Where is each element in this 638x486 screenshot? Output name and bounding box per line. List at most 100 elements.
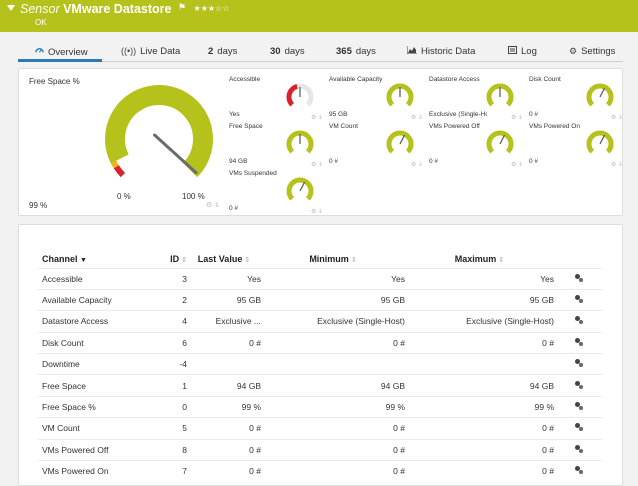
last-value: Exclusive ... xyxy=(187,310,261,333)
channel-settings-icon[interactable] xyxy=(574,380,583,389)
tab-30-days-num: 30 xyxy=(270,46,281,57)
col-last-value[interactable]: Last Value ⇕ xyxy=(187,251,261,268)
table-row[interactable]: VMs Powered Off 8 0 #0 #0 # xyxy=(37,438,603,461)
gauge-vms-powered-off[interactable]: VMs Powered Off 0 # ⚙ ⇓ xyxy=(429,123,529,169)
channel-name: Disk Count xyxy=(37,331,159,354)
last-value: 0 # xyxy=(187,438,261,461)
big-gauge-title: Free Space % xyxy=(29,77,80,86)
last-value: 95 GB xyxy=(187,288,261,311)
gauge-accessible[interactable]: Accessible Yes ⚙ ⇓ xyxy=(229,76,329,122)
sort-icon: ⇕ xyxy=(181,257,187,265)
gauge-free-space[interactable]: Free Space 94 GB ⚙ ⇓ xyxy=(229,123,329,169)
col-minimum[interactable]: Minimum ⇕ xyxy=(261,251,405,268)
channel-name: Downtime xyxy=(37,353,159,375)
big-gauge-settings-icon[interactable]: ⚙ ⇓ xyxy=(206,202,221,209)
tab-log[interactable]: Log xyxy=(508,46,537,57)
gauge-vms-powered-on[interactable]: VMs Powered On 0 # ⚙ ⇓ xyxy=(529,123,629,169)
table-row[interactable]: Free Space % 0 99 % 99 % 99 % xyxy=(37,395,603,418)
gauge-value: 0 # xyxy=(529,111,539,118)
channel-settings-icon[interactable] xyxy=(574,273,583,282)
big-gauge xyxy=(105,85,213,178)
channel-name: Available Capacity xyxy=(37,288,159,311)
priority-stars[interactable]: ★★★☆☆ xyxy=(193,4,230,13)
tab-settings[interactable]: ⚙ Settings xyxy=(569,46,615,57)
channel-settings-icon[interactable] xyxy=(574,337,583,346)
channel-settings-icon[interactable] xyxy=(574,316,583,325)
channel-id: 5 xyxy=(159,417,187,440)
big-gauge-min: 0 % xyxy=(117,192,131,201)
col-maximum[interactable]: Maximum ⇕ xyxy=(405,251,554,268)
mini-gauge-band xyxy=(286,83,299,107)
mini-gauge-dial xyxy=(486,83,514,107)
table-row[interactable]: Disk Count 6 0 #0 #0 # xyxy=(37,331,603,354)
channel-id: 1 xyxy=(159,374,187,397)
tab-overview[interactable]: Overview xyxy=(35,46,88,58)
gauge-settings-icon[interactable]: ⚙ ⇓ xyxy=(611,162,624,168)
table-row[interactable]: Free Space 1 94 GB 94 GB 94 GB xyxy=(37,374,603,397)
channel-settings-icon[interactable] xyxy=(574,295,583,304)
gauge-name: Accessible xyxy=(229,76,261,83)
settings-icon: ⚙ xyxy=(569,46,578,56)
tab-365-days-label: days xyxy=(355,46,376,57)
table-row[interactable]: Datastore Access 4 Exclusive ... Exclusive … xyxy=(37,310,603,333)
channel-name: Free Space xyxy=(37,374,159,397)
gauge-value: 0 # xyxy=(229,205,239,212)
row-settings-cell xyxy=(554,267,603,290)
row-settings-cell xyxy=(554,353,603,375)
channel-id: 2 xyxy=(159,288,187,311)
channel-settings-icon[interactable] xyxy=(574,423,583,432)
channel-settings-icon[interactable] xyxy=(574,444,583,453)
row-settings-cell xyxy=(554,460,603,482)
flag-icon[interactable]: ⚑ xyxy=(177,2,187,12)
gauge-settings-icon[interactable]: ⚙ ⇓ xyxy=(311,209,324,215)
col-channel[interactable]: Channel ▼ xyxy=(37,251,159,268)
tab-2-days[interactable]: 2 days xyxy=(208,46,237,57)
gauge-available-capacity[interactable]: Available Capacity 95 GB ⚙ ⇓ xyxy=(329,76,429,122)
tab-live-data[interactable]: ((•)) Live Data xyxy=(121,46,180,57)
gauge-disk-count[interactable]: Disk Count 0 # ⚙ ⇓ xyxy=(529,76,629,122)
gauge-needle xyxy=(153,133,198,175)
gauge-name: Disk Count xyxy=(529,76,561,83)
gauge-settings-icon[interactable]: ⚙ ⇓ xyxy=(411,162,424,168)
tab-historic-data[interactable]: Historic Data xyxy=(406,46,475,57)
maximum-value xyxy=(405,353,554,375)
gauge-settings-icon[interactable]: ⚙ ⇓ xyxy=(311,162,324,168)
table-row[interactable]: VMs Powered On 7 0 #0 #0 # xyxy=(37,460,603,482)
title-name: VMware Datastore xyxy=(63,2,172,16)
tab-30-days[interactable]: 30 days xyxy=(270,46,305,57)
row-settings-cell xyxy=(554,417,603,440)
tab-365-days[interactable]: 365 days xyxy=(336,46,376,57)
table-row[interactable]: Available Capacity 2 95 GB 95 GB 95 GB xyxy=(37,288,603,311)
status-text: OK xyxy=(35,18,47,27)
maximum-value: Yes xyxy=(405,267,554,290)
channel-settings-icon[interactable] xyxy=(574,466,583,475)
mini-gauge-dial xyxy=(586,130,614,154)
mini-gauge-needle xyxy=(499,134,506,145)
channel-name: VMs Powered Off xyxy=(37,438,159,461)
gauge-settings-icon[interactable]: ⚙ ⇓ xyxy=(411,115,424,121)
gauge-vms-suspended[interactable]: VMs Suspended 0 # ⚙ ⇓ xyxy=(229,170,329,216)
gauge-settings-icon[interactable]: ⚙ ⇓ xyxy=(311,115,324,121)
col-id[interactable]: ID ⇕ xyxy=(159,251,187,268)
gauge-settings-icon[interactable]: ⚙ ⇓ xyxy=(611,115,624,121)
gauge-settings-icon[interactable]: ⚙ ⇓ xyxy=(511,162,524,168)
gauge-name: VM Count xyxy=(329,123,358,130)
table-row[interactable]: VM Count 5 0 #0 #0 # xyxy=(37,417,603,440)
minimum-value: 94 GB xyxy=(261,374,405,397)
active-tab-indicator xyxy=(18,59,102,62)
channel-settings-icon[interactable] xyxy=(574,402,583,411)
gauge-datastore-access[interactable]: Datastore Access Exclusive (Single-Host)… xyxy=(429,76,529,122)
gauge-settings-icon[interactable]: ⚙ ⇓ xyxy=(511,115,524,121)
table-row[interactable]: Accessible 3 Yes Yes Yes xyxy=(37,267,603,290)
table-row[interactable]: Downtime -4 xyxy=(37,353,603,375)
mini-gauge-dial xyxy=(286,177,314,201)
row-settings-cell xyxy=(554,395,603,418)
col-channel-label: Channel xyxy=(42,254,78,265)
channel-name: Accessible xyxy=(37,267,159,290)
gauge-vm-count[interactable]: VM Count 0 # ⚙ ⇓ xyxy=(329,123,429,169)
channel-id: 3 xyxy=(159,267,187,290)
last-value xyxy=(187,353,261,375)
channel-settings-icon[interactable] xyxy=(574,359,583,368)
gauge-name: VMs Powered On xyxy=(529,123,580,130)
gauge-value: 0 # xyxy=(329,158,339,165)
